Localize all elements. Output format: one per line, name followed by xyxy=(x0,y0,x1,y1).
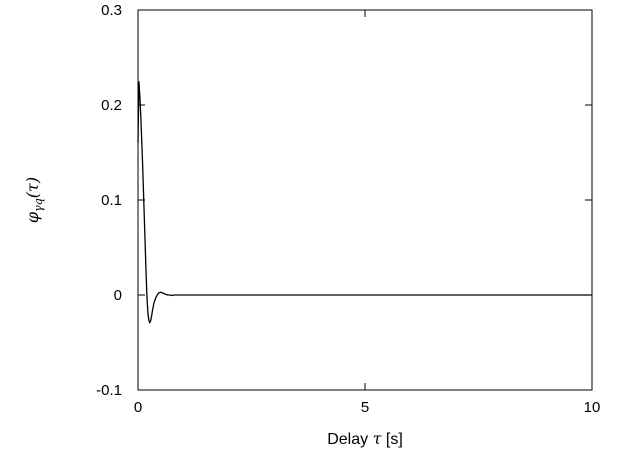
x-axis-label-suffix: [s] xyxy=(381,431,402,448)
series-line xyxy=(137,81,592,325)
y-axis-label-subscript: γq xyxy=(32,198,45,212)
x-tick-label: 5 xyxy=(361,399,369,416)
y-tick-label: 0.3 xyxy=(101,2,122,19)
tick-labels: 0 5 10 -0.1 0 0.1 0.2 0.3 xyxy=(96,2,600,416)
x-axis-label-prefix: Delay xyxy=(327,431,372,448)
y-tick-label: 0 xyxy=(114,287,122,304)
y-axis-label-symbol: φ xyxy=(23,211,42,223)
y-axis-label: φγq(τ) xyxy=(23,177,45,223)
x-tick-label: 0 xyxy=(134,399,142,416)
y-tick-label: -0.1 xyxy=(96,382,122,399)
y-tick-label: 0.2 xyxy=(101,97,122,114)
y-tick-label: 0.1 xyxy=(101,192,122,209)
x-tick-label: 10 xyxy=(584,399,601,416)
y-axis-label-arg: (τ) xyxy=(23,177,42,198)
ticks xyxy=(137,9,593,391)
plot-frame xyxy=(137,9,593,391)
x-axis-label: Delay τ [s] xyxy=(327,429,403,448)
x-axis-label-symbol: τ xyxy=(373,429,383,448)
